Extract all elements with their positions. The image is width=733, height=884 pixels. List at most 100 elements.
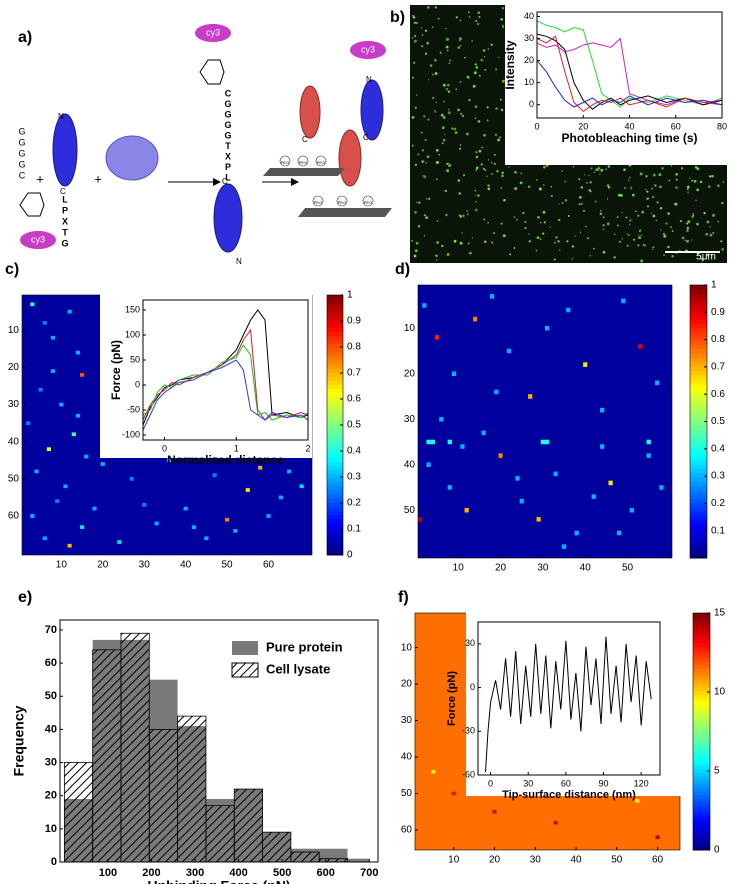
spot — [499, 98, 502, 101]
colorbar-step — [690, 366, 707, 371]
spot — [691, 215, 694, 219]
spot — [679, 219, 683, 223]
colorbar-step — [327, 473, 343, 479]
x-tick-label: 30 — [530, 855, 542, 866]
colorbar-tick-label: 5 — [714, 766, 720, 777]
spot — [428, 197, 431, 200]
panel-label: a) — [18, 29, 32, 46]
heatmap-cell — [430, 439, 435, 445]
peg-icon — [362, 195, 374, 207]
colorbar-step — [327, 307, 343, 312]
colorbar-tick-label: 1 — [347, 290, 353, 301]
x-tick-label: 10 — [448, 855, 460, 866]
spot — [624, 187, 626, 189]
colorbar-step — [690, 370, 707, 376]
inset-background — [505, 5, 727, 165]
colorbar-step — [693, 701, 710, 707]
colorbar-step — [690, 297, 707, 303]
heatmap-cell — [75, 413, 80, 418]
spot — [480, 163, 483, 166]
protein-blob — [338, 129, 362, 187]
heatmap-cell — [646, 453, 651, 458]
spot — [620, 194, 623, 197]
plot-frame — [477, 621, 661, 776]
y-tick-label: 30 — [524, 33, 534, 43]
spot — [640, 259, 644, 263]
spot — [516, 218, 518, 221]
spot — [642, 244, 645, 246]
spot — [686, 188, 689, 190]
spot — [652, 246, 655, 249]
spot — [710, 253, 713, 256]
colorbar-step — [693, 787, 710, 792]
spot — [691, 239, 693, 241]
spot — [628, 234, 630, 236]
colorbar-step — [693, 653, 710, 658]
spot — [651, 248, 654, 250]
y-tick-label: 30 — [465, 638, 475, 648]
colorbar-step — [690, 489, 707, 495]
heatmap-cell — [266, 514, 271, 518]
spot — [550, 194, 553, 198]
colorbar-step — [693, 616, 710, 621]
colorbar-step — [327, 526, 343, 532]
spot — [722, 181, 725, 183]
spot — [561, 201, 564, 204]
spot — [684, 239, 686, 242]
heatmap-cell — [451, 371, 457, 376]
spot — [493, 153, 496, 156]
colorbar-step — [690, 391, 707, 397]
y-tick-label: 0 — [135, 379, 140, 389]
spot — [416, 201, 418, 203]
spot — [635, 210, 637, 213]
spot — [448, 109, 450, 111]
spot — [543, 165, 546, 169]
spot — [509, 253, 512, 256]
terminus: C — [302, 135, 308, 144]
spot — [411, 37, 413, 39]
spot — [459, 241, 463, 245]
spot — [691, 179, 694, 182]
colorbar-step — [327, 376, 343, 381]
spot — [564, 180, 566, 183]
spot — [483, 134, 486, 137]
colorbar-tick-label: 0.5 — [347, 420, 361, 431]
protein-blob — [52, 113, 78, 187]
y-tick-label: 20 — [401, 679, 413, 690]
spot — [586, 182, 588, 184]
colorbar-tick-label: 0 — [347, 550, 353, 561]
dye-label: cy3 — [206, 27, 220, 37]
colorbar-step — [690, 383, 707, 388]
heatmap-cell — [473, 316, 478, 322]
spot — [590, 167, 593, 170]
spot — [583, 209, 585, 212]
peg-icon — [279, 155, 291, 167]
spot — [593, 247, 595, 250]
x-tick-label: 60 — [652, 855, 664, 866]
spot — [501, 174, 504, 178]
spot — [448, 164, 452, 167]
heatmap-cell — [142, 503, 147, 507]
inset-background — [466, 611, 684, 796]
colorbar-step — [693, 816, 710, 821]
colorbar-step — [690, 404, 707, 410]
colorbar-step — [327, 453, 343, 458]
spot — [418, 201, 421, 204]
spot — [466, 210, 469, 212]
spot — [614, 233, 616, 235]
y-tick-label: 50 — [401, 788, 413, 799]
spot — [442, 83, 446, 87]
spot — [426, 6, 430, 9]
spot — [468, 11, 470, 13]
spot — [508, 166, 510, 168]
colorbar-tick-label: 0.4 — [347, 446, 361, 457]
spot — [652, 214, 656, 218]
colorbar-step — [690, 357, 707, 363]
heatmap-cell — [287, 469, 292, 474]
spot — [720, 240, 723, 243]
spot — [640, 234, 643, 237]
colorbar-step — [327, 510, 343, 515]
spot — [703, 212, 706, 215]
colorbar-step — [690, 319, 707, 324]
spot — [445, 45, 449, 49]
